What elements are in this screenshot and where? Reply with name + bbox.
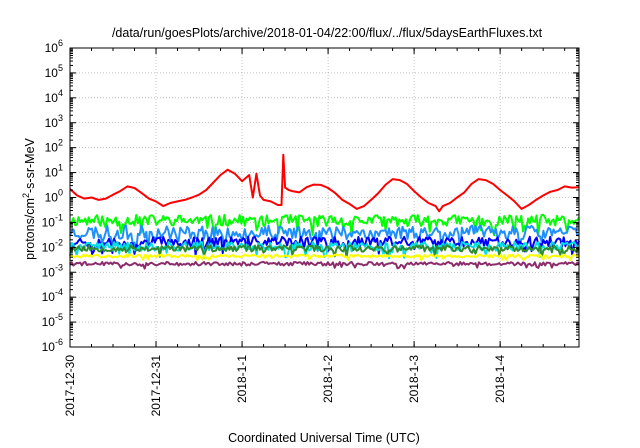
y-axis-label-sup: 2 (21, 193, 31, 198)
x-axis: 2017-12-30 2017-12-31 2018-1-1 2018-1-2 2018… (63, 48, 566, 417)
series-line (69, 235, 580, 257)
y-tick-label: 104 (45, 88, 63, 105)
y-axis: 10-6 10-5 10-4 10-3 10-2 10-1 100 101 102 103 104 1… (42, 38, 579, 354)
y-tick-label: 106 (45, 38, 63, 55)
y-tick-label: 10-5 (42, 312, 63, 329)
y-tick-label: 100 (45, 188, 63, 205)
y-tick-label: 105 (45, 63, 63, 80)
series-line (69, 244, 580, 258)
y-tick-label: 102 (45, 138, 63, 155)
series-line (69, 253, 580, 262)
y-tick-label: 10-3 (42, 262, 63, 279)
series-line (69, 213, 580, 237)
y-tick-label: 10-1 (42, 212, 63, 229)
series-line (69, 260, 580, 270)
y-axis-label-rest: -s-sr-MeV (23, 137, 37, 193)
series-line (69, 224, 580, 252)
y-tick-label: 101 (45, 163, 63, 180)
chart-title: /data/run/goesPlots/archive/2018-01-04/2… (112, 26, 543, 40)
x-tick-label: 2017-12-31 (149, 355, 163, 417)
y-tick-label: 10-4 (42, 287, 63, 304)
series-group (69, 153, 580, 270)
x-tick-label: 2018-1-3 (407, 355, 421, 403)
x-tick-label: 2017-12-30 (63, 355, 77, 417)
y-tick-label: 103 (45, 113, 63, 130)
y-axis-label: protons/cm2-s-sr-MeV (21, 137, 37, 259)
y-tick-label: 10-2 (42, 237, 63, 254)
x-axis-label: Coordinated Universal Time (UTC) (228, 431, 420, 445)
x-tick-label: 2018-1-4 (493, 355, 507, 403)
x-tick-label: 2018-1-2 (321, 355, 335, 403)
x-tick-label: 2018-1-1 (235, 355, 249, 403)
y-axis-label-base: protons/cm (23, 198, 37, 260)
y-tick-label: 10-6 (42, 337, 63, 354)
series-line (69, 153, 580, 213)
